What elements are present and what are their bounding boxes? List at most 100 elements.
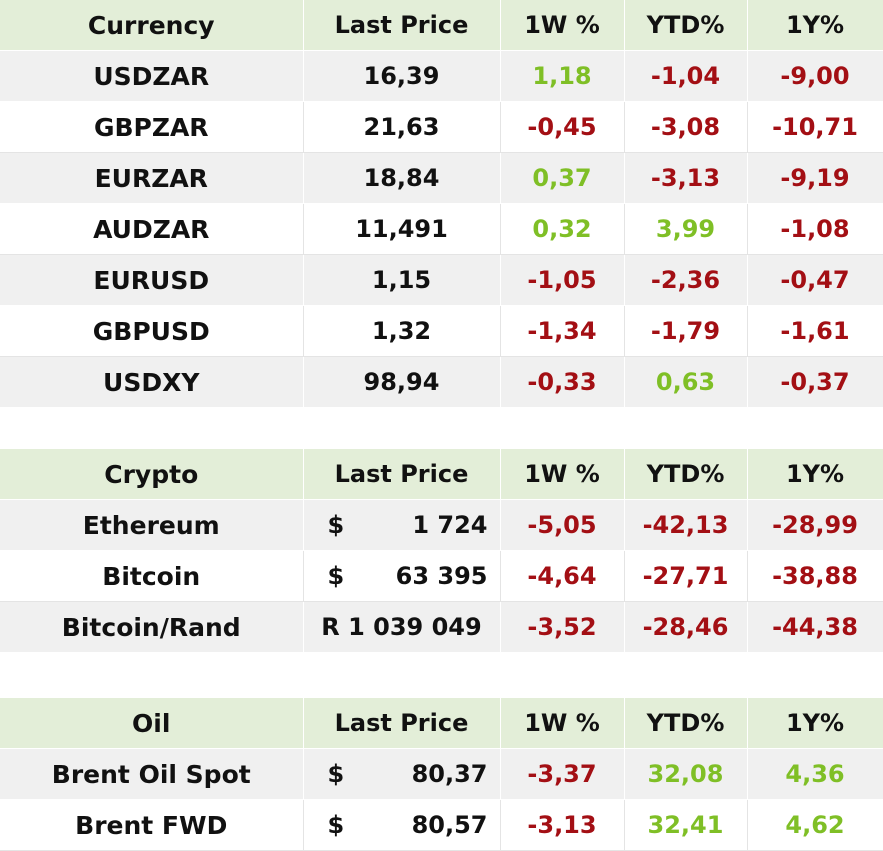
change-1w: -0,45 [500,101,625,153]
instrument-name: Brent FWD [0,799,304,851]
col-header-1w: 1W % [500,449,625,500]
change-ytd: -27,71 [624,550,748,602]
table-row: GBPUSD 1,32 -1,34 -1,79 -1,61 [0,305,883,357]
change-1w: -3,13 [500,799,625,851]
last-price: R 1 039 049 [303,601,501,653]
crypto-table: Crypto Last Price 1W % YTD% 1Y% Ethereum… [0,449,883,653]
instrument-name: Ethereum [0,499,304,551]
col-header-1y: 1Y% [747,0,883,51]
instrument-name: USDXY [0,356,304,408]
table-row: Ethereum $1 724 -5,05 -42,13 -28,99 [0,499,883,551]
instrument-name: Bitcoin/Rand [0,601,304,653]
table-row: Bitcoin/Rand R 1 039 049 -3,52 -28,46 -4… [0,601,883,653]
table-row: USDXY 98,94 -0,33 0,63 -0,37 [0,356,883,408]
change-1w: -5,05 [500,499,625,551]
instrument-name: GBPZAR [0,101,304,153]
col-header-ytd: YTD% [624,698,748,749]
change-1w: -1,34 [500,305,625,357]
col-header-1y: 1Y% [747,698,883,749]
change-ytd: 32,08 [624,748,748,800]
change-1w: 0,37 [500,152,625,204]
col-header-1w: 1W % [500,0,625,51]
table-row: Bitcoin $63 395 -4,64 -27,71 -38,88 [0,550,883,602]
instrument-name: Bitcoin [0,550,304,602]
currency-symbol: $ [327,511,345,539]
last-price: 80,37 [411,760,488,788]
col-header-last-price: Last Price [303,449,501,500]
change-1y: -0,47 [747,254,883,306]
change-ytd: 32,41 [624,799,748,851]
change-ytd: 3,99 [624,203,748,255]
change-1y: -38,88 [747,550,883,602]
instrument-name: EURZAR [0,152,304,204]
table-row: GBPZAR 21,63 -0,45 -3,08 -10,71 [0,101,883,153]
change-ytd: -1,04 [624,50,748,102]
last-price: 11,491 [303,203,501,255]
currency-table: Currency Last Price 1W % YTD% 1Y% USDZAR… [0,0,883,408]
change-1y: -28,99 [747,499,883,551]
col-header-crypto: Crypto [0,449,304,500]
change-1w: 0,32 [500,203,625,255]
crypto-header-row: Crypto Last Price 1W % YTD% 1Y% [0,449,883,500]
last-price: 63 395 [395,562,488,590]
last-price: 98,94 [303,356,501,408]
table-row: Brent Oil Spot $80,37 -3,37 32,08 4,36 [0,748,883,800]
change-ytd: -3,13 [624,152,748,204]
instrument-name: USDZAR [0,50,304,102]
change-1y: -0,37 [747,356,883,408]
change-1y: 4,62 [747,799,883,851]
col-header-last-price: Last Price [303,0,501,51]
change-1w: 1,18 [500,50,625,102]
change-1y: 4,36 [747,748,883,800]
table-row: AUDZAR 11,491 0,32 3,99 -1,08 [0,203,883,255]
last-price: 1,32 [303,305,501,357]
instrument-name: AUDZAR [0,203,304,255]
instrument-name: Brent Oil Spot [0,748,304,800]
change-1w: -4,64 [500,550,625,602]
last-price: 1 724 [412,511,488,539]
currency-symbol: $ [327,811,345,839]
change-1w: -0,33 [500,356,625,408]
currency-symbol: $ [327,562,345,590]
oil-header-row: Oil Last Price 1W % YTD% 1Y% [0,698,883,749]
last-price: 16,39 [303,50,501,102]
last-price-cell: $80,37 [303,748,501,800]
change-1y: -44,38 [747,601,883,653]
currency-symbol: $ [327,760,345,788]
instrument-name: GBPUSD [0,305,304,357]
change-1w: -1,05 [500,254,625,306]
table-row: Brent FWD $80,57 -3,13 32,41 4,62 [0,799,883,851]
table-row: EURZAR 18,84 0,37 -3,13 -9,19 [0,152,883,204]
change-ytd: 0,63 [624,356,748,408]
change-1w: -3,37 [500,748,625,800]
last-price: 18,84 [303,152,501,204]
change-1y: -9,00 [747,50,883,102]
last-price: 21,63 [303,101,501,153]
change-1y: -1,61 [747,305,883,357]
table-row: EURUSD 1,15 -1,05 -2,36 -0,47 [0,254,883,306]
col-header-1y: 1Y% [747,449,883,500]
table-row: USDZAR 16,39 1,18 -1,04 -9,00 [0,50,883,102]
col-header-ytd: YTD% [624,0,748,51]
last-price: 80,57 [411,811,488,839]
last-price-cell: $63 395 [303,550,501,602]
instrument-name: EURUSD [0,254,304,306]
change-1y: -1,08 [747,203,883,255]
col-header-ytd: YTD% [624,449,748,500]
last-price: 1,15 [303,254,501,306]
col-header-oil: Oil [0,698,304,749]
col-header-currency: Currency [0,0,304,51]
change-ytd: -42,13 [624,499,748,551]
last-price-cell: $1 724 [303,499,501,551]
change-1y: -10,71 [747,101,883,153]
col-header-1w: 1W % [500,698,625,749]
change-ytd: -3,08 [624,101,748,153]
col-header-last-price: Last Price [303,698,501,749]
change-ytd: -1,79 [624,305,748,357]
change-1w: -3,52 [500,601,625,653]
change-1y: -9,19 [747,152,883,204]
oil-table: Oil Last Price 1W % YTD% 1Y% Brent Oil S… [0,698,883,851]
last-price-cell: $80,57 [303,799,501,851]
change-ytd: -28,46 [624,601,748,653]
change-ytd: -2,36 [624,254,748,306]
